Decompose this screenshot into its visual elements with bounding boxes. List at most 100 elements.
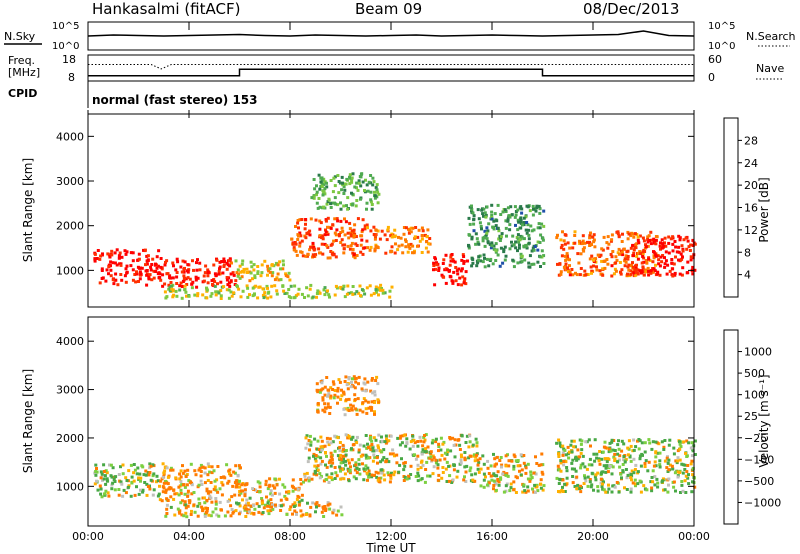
power-cell [497,237,501,241]
power-cell [137,280,140,283]
velocity-cell [459,458,463,462]
power-cell [367,180,371,184]
velocity-cell [383,440,387,444]
velocity-cell [419,439,423,443]
velocity-cell [493,474,497,478]
velocity-cell [318,476,322,480]
velocity-cell [355,471,359,475]
velocity-cell [228,472,231,476]
velocity-cell [562,460,566,463]
power-cell [363,189,366,192]
power-cell [656,270,660,274]
power-cell [652,254,656,258]
power-cell [359,243,363,247]
velocity-cell [190,483,194,487]
velocity-cell [247,508,251,512]
power-cell [151,257,155,261]
power-cell [333,184,337,188]
velocity-cell [376,461,379,465]
power-cell [691,265,695,269]
power-cell [687,245,691,249]
power-cell [490,210,494,214]
power-cell [184,277,188,281]
power-cell [321,193,325,197]
velocity-cell [132,479,136,483]
power-cell [219,289,223,292]
velocity-cell [533,483,537,487]
velocity-cell [539,478,543,482]
velocity-cell [464,480,468,483]
velocity-cell [218,500,222,504]
velocity-cell [237,493,241,497]
power-cell [220,260,224,263]
velocity-cell [605,460,609,464]
velocity-colorbar-tick-label-6: −500 [744,475,774,488]
power-cell [636,238,640,242]
power-cell [355,290,359,294]
power-cell [511,234,515,238]
velocity-cell [453,438,457,442]
velocity-cell [370,377,374,380]
power-cell [355,199,359,202]
power-cell [568,264,571,268]
power-cell [654,242,658,246]
velocity-cell [387,473,391,477]
velocity-cell [233,471,237,475]
power-cell [659,255,663,259]
power-cell [329,226,333,230]
velocity-cell [336,395,340,399]
velocity-cell [633,478,637,482]
power-cell [333,231,337,235]
power-cell [179,265,183,269]
velocity-cell [616,460,620,464]
velocity-cell [130,481,134,485]
velocity-ylabel: Slant Range [km] [21,369,35,473]
velocity-cell [193,469,197,473]
power-cell [513,215,517,219]
power-cell [217,270,221,273]
power-cell [573,234,577,237]
power-cell [449,259,453,263]
power-cell [341,287,345,291]
velocity-cell [348,469,352,473]
power-cell [334,239,338,242]
velocity-cell [397,470,401,474]
velocity-cell [566,445,570,449]
velocity-cell [636,470,640,474]
x-tick-label-0: 00:00 [72,530,104,543]
velocity-cell [279,509,283,512]
velocity-cell [370,408,373,412]
power-cell [427,242,431,246]
velocity-cell [325,376,329,379]
velocity-cell [559,461,563,465]
velocity-cell [605,446,609,450]
velocity-cell [596,485,600,489]
power-cell [318,234,322,238]
power-cell [402,232,406,236]
velocity-cell [571,458,575,462]
velocity-cell [101,478,104,482]
power-cell [574,271,577,275]
power-cell [273,278,277,282]
power-cell [646,237,650,241]
x-tick-label-1: 04:00 [173,530,205,543]
velocity-cell [111,466,115,470]
power-cell [144,263,147,267]
power-cell [125,250,129,254]
velocity-cell [432,465,436,469]
velocity-cell [299,482,303,486]
power-cell [592,233,596,237]
velocity-cell [413,441,417,445]
power-cell [341,229,345,233]
power-cell [485,257,489,261]
velocity-cell [206,507,209,510]
power-cell [343,233,347,237]
velocity-cell [364,389,368,393]
power-cell [632,248,636,252]
power-cell [620,268,624,272]
power-cell [560,243,564,247]
velocity-cell [357,467,361,471]
velocity-cell [421,444,425,448]
power-cell [297,287,301,291]
velocity-cell [558,441,562,445]
